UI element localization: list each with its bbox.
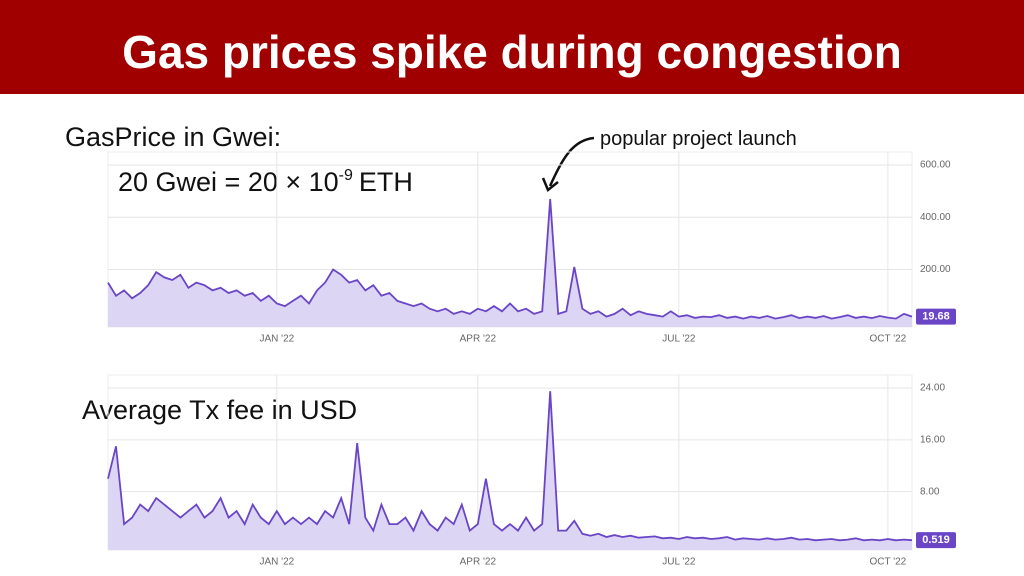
y-tick-label: 400.00	[920, 212, 951, 223]
area	[108, 391, 912, 550]
title-bar	[0, 0, 1024, 94]
x-tick-label: APR '22	[460, 557, 497, 568]
value-badge	[916, 532, 956, 549]
y-tick-label: 600.00	[920, 160, 951, 171]
x-tick-label: JAN '22	[259, 334, 294, 345]
y-tick-label: 200.00	[920, 264, 951, 275]
annotation-arrow-head	[541, 177, 559, 193]
line	[107, 391, 913, 542]
y-tick-label: 24.00	[920, 383, 945, 394]
slide-title: Gas prices spike during congestion	[122, 26, 902, 78]
y-tick-label: 16.00	[920, 434, 945, 445]
value-label: 19.68	[922, 311, 950, 323]
annotation-arrow	[548, 136, 595, 187]
formula-exponent: -9	[339, 167, 353, 184]
value-badge	[916, 308, 956, 325]
annotation: popular project launch	[600, 128, 797, 150]
gas-caption: GasPrice in Gwei:	[65, 122, 281, 152]
line	[107, 198, 913, 320]
fee-caption: Average Tx fee in USD	[82, 395, 357, 425]
x-tick-label: APR '22	[460, 334, 497, 345]
formula-main: 20 Gwei = 20 × 10	[118, 167, 339, 197]
value-label: 0.519	[922, 534, 950, 546]
x-tick-label: OCT '22	[870, 557, 907, 568]
x-tick-label: JUL '22	[662, 334, 696, 345]
formula: 20 Gwei = 20 × 10-9 ETH	[118, 167, 413, 197]
area	[108, 199, 912, 327]
x-tick-label: JAN '22	[259, 557, 294, 568]
formula-unit: ETH	[359, 167, 413, 197]
x-tick-label: JUL '22	[662, 557, 696, 568]
x-tick-label: OCT '22	[870, 334, 907, 345]
y-tick-label: 8.00	[920, 486, 940, 497]
